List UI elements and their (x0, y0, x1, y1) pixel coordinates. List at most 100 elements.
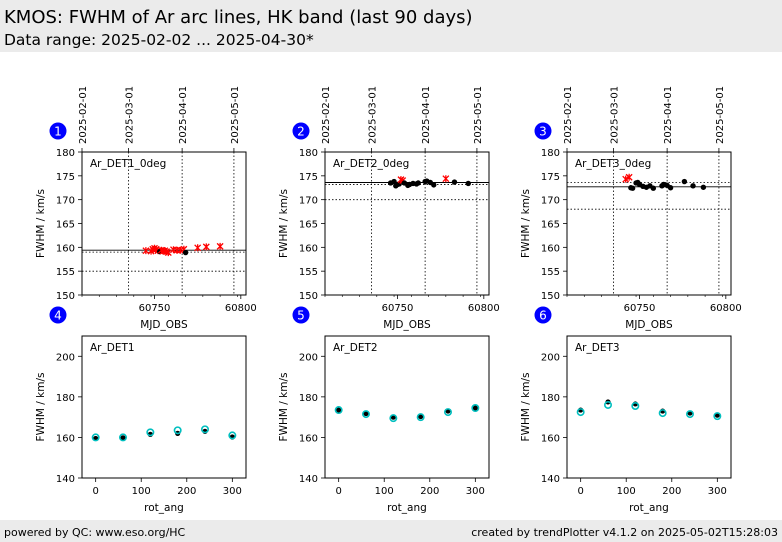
panel-badge (534, 306, 552, 324)
x-tick-label: 300 (223, 486, 242, 497)
y-tick-label: 175 (299, 172, 318, 183)
model-point (119, 433, 128, 442)
x-axis-label: rot_ang (144, 502, 184, 514)
measured-point (336, 407, 342, 413)
y-tick-label: 180 (541, 393, 560, 404)
x-tick-label: 60800 (468, 303, 500, 314)
outlier-point (622, 175, 630, 183)
date-tick-label: 2025-02-01 (78, 86, 89, 144)
panel-badge-number: 1 (54, 125, 62, 139)
y-axis-label: FWHM / km/s (278, 373, 290, 442)
panel-badge-number: 6 (539, 309, 547, 323)
data-point (182, 249, 189, 256)
y-axis-label: FWHM / km/s (520, 189, 532, 258)
x-tick-label: 200 (420, 486, 439, 497)
x-axis-label: MJD_OBS (625, 319, 673, 331)
y-tick-label: 160 (541, 243, 560, 254)
outlier-point (164, 249, 172, 257)
panel-label: Ar_DET2 (333, 342, 378, 354)
x-tick-label: 200 (177, 486, 196, 497)
date-tick-label: 2025-03-01 (610, 86, 621, 144)
model-point (389, 414, 398, 423)
y-tick-label: 170 (299, 196, 318, 207)
x-tick-label: 60750 (624, 303, 656, 314)
date-tick-label: 2025-04-01 (421, 86, 432, 144)
date-tick-label: 2025-05-01 (473, 86, 484, 144)
x-tick-label: 60750 (139, 303, 171, 314)
data-point (415, 180, 421, 186)
y-tick-label: 155 (56, 267, 75, 278)
y-tick-label: 165 (56, 220, 75, 231)
data-point (700, 184, 707, 190)
model-point (576, 408, 585, 417)
y-tick-label: 180 (541, 148, 560, 159)
panel-badge-number: 2 (297, 125, 305, 139)
plot-frame (324, 335, 490, 479)
y-axis-label: FWHM / km/s (520, 373, 532, 442)
panel-label: Ar_DET2_0deg (333, 158, 409, 170)
date-tick-label: 2025-02-01 (321, 86, 332, 144)
data-range-subtitle: Data range: 2025-02-02 ... 2025-04-30* (4, 31, 314, 49)
y-tick-label: 170 (56, 196, 75, 207)
y-tick-label: 200 (299, 352, 318, 363)
chart-panel-2: 2 2025-02-01 2025-03-01 2025-04-01 2025-05-0… (278, 86, 500, 331)
y-tick-label: 155 (299, 267, 318, 278)
y-tick-label: 180 (299, 393, 318, 404)
x-tick-label: 0 (577, 486, 583, 497)
model-point (91, 433, 100, 442)
y-tick-label: 200 (56, 352, 75, 363)
y-tick-label: 175 (541, 172, 560, 183)
y-tick-label: 180 (56, 148, 75, 159)
panel-badge (534, 122, 552, 140)
panel-badge (49, 306, 67, 324)
date-tick-label: 2025-04-01 (663, 86, 674, 144)
y-axis-label: FWHM / km/s (278, 189, 290, 258)
y-tick-label: 160 (299, 433, 318, 444)
panel-label: Ar_DET1 (90, 342, 135, 354)
plot-frame (81, 151, 247, 296)
x-tick-label: 100 (617, 486, 636, 497)
y-tick-label: 165 (541, 220, 560, 231)
plot-frame (81, 335, 247, 479)
x-tick-label: 100 (375, 486, 394, 497)
y-tick-label: 140 (56, 474, 75, 485)
model-point (471, 404, 480, 413)
chart-panel-3: 3 2025-02-01 2025-03-01 2025-04-01 2025-05-0… (520, 86, 742, 331)
chart-panel-5: 5 140 160 180 200 0 100 200 300 rot_ang FWHM / km/… (278, 306, 490, 514)
model-point (334, 406, 343, 415)
data-point (465, 180, 471, 187)
date-tick-label: 2025-03-01 (125, 86, 136, 144)
report-header: KMOS: FWHM of Ar arc lines, HK band (las… (0, 0, 782, 52)
date-tick-label: 2025-02-01 (563, 86, 574, 144)
y-tick-label: 150 (299, 291, 318, 302)
outlier-point (202, 243, 210, 251)
x-axis-label: MJD_OBS (140, 319, 188, 331)
y-tick-label: 150 (56, 291, 75, 302)
y-tick-label: 160 (541, 433, 560, 444)
model-point (713, 412, 722, 421)
panel-badge (292, 122, 310, 140)
y-tick-label: 160 (299, 243, 318, 254)
panel-label: Ar_DET3 (575, 342, 620, 354)
panel-badge-number: 3 (539, 125, 547, 139)
x-tick-label: 0 (92, 486, 98, 497)
y-axis-label: FWHM / km/s (35, 189, 47, 258)
measured-point (363, 410, 369, 417)
data-point (650, 185, 657, 191)
y-tick-label: 180 (56, 393, 75, 404)
data-point (681, 178, 688, 185)
x-axis-label: rot_ang (629, 502, 669, 514)
y-tick-label: 140 (299, 474, 318, 485)
model-point (685, 410, 694, 419)
date-tick-label: 2025-05-01 (230, 86, 241, 144)
page-title: KMOS: FWHM of Ar arc lines, HK band (las… (4, 7, 473, 28)
x-tick-label: 60800 (225, 303, 257, 314)
model-point (416, 413, 425, 422)
outlier-point (216, 242, 224, 250)
plot-frame (566, 151, 732, 296)
data-point (629, 185, 636, 191)
data-point (451, 179, 458, 185)
model-point (658, 409, 667, 418)
outlier-point (194, 244, 202, 252)
panel-badge (292, 306, 310, 324)
